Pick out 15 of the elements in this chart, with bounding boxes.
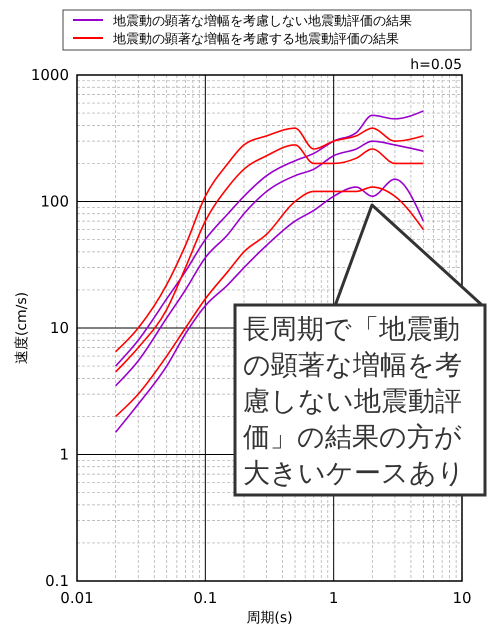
annotation: 長周期で「地震動の顕著な増幅を考慮しない地震動評価」の結果の方が大きいケースあり <box>243 314 465 489</box>
y-tick-label: 100 <box>40 192 69 210</box>
y-tick-label: 1000 <box>30 66 69 84</box>
x-tick-label: 0.1 <box>193 589 218 607</box>
y-axis-title: 速度(cm/s) <box>14 292 30 364</box>
text: h=0.05 <box>410 57 462 73</box>
x-axis-title: 周期(s) <box>246 610 293 626</box>
legend-label: 地震動の顕著な増幅を考慮する地震動評価の結果 <box>112 31 399 47</box>
x-tick-label: 1 <box>328 589 338 607</box>
y-tick-label: 1 <box>59 446 69 464</box>
x-tick-label: 10 <box>452 589 472 607</box>
x-tick-label: 0.01 <box>60 589 94 607</box>
y-tick-label: 0.1 <box>45 572 69 590</box>
legend-label: 地震動の顕著な増幅を考慮しない地震動評価の結果 <box>112 13 412 29</box>
y-tick-label: 10 <box>50 319 69 337</box>
